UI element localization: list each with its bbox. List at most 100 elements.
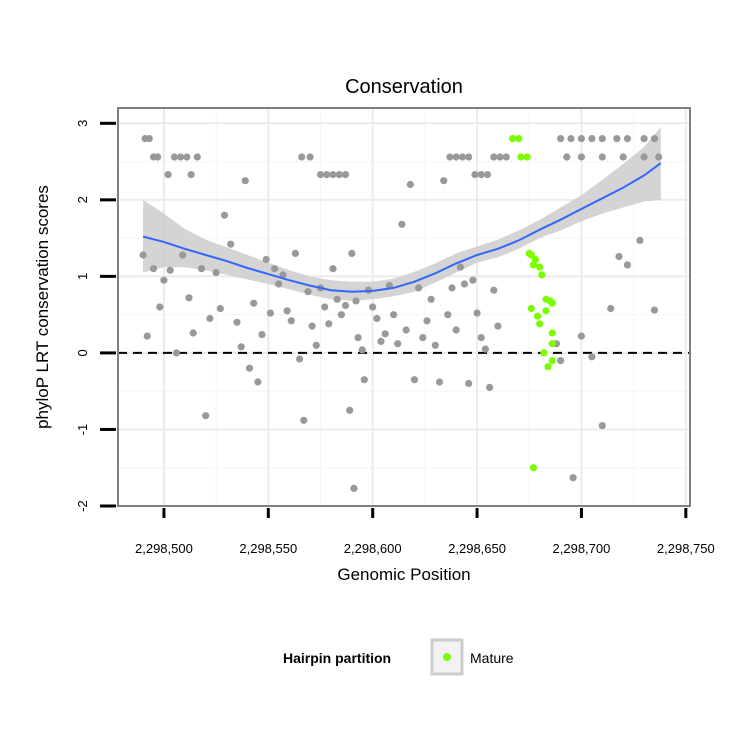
other-point [440,177,448,185]
mature-point [548,329,556,337]
confidence-band-layer [143,127,661,301]
other-point [477,171,485,179]
x-axis: 2,298,500 2,298,550 2,298,600 2,298,650 2,29… [135,508,715,556]
other-point [444,311,452,319]
y-axis-label: phyloP LRT conservation scores [33,185,52,429]
y-tick-label: 2 [75,196,90,203]
other-point [381,330,389,338]
other-point [598,153,606,161]
other-point [557,135,565,143]
other-point [481,345,489,353]
other-point [306,153,314,161]
mature-point [529,261,538,269]
x-tick-label: 2,298,600 [344,541,402,556]
smooth-line [142,162,662,293]
smooth-line-layer [142,162,662,293]
other-point [296,355,304,363]
x-tick-label: 2,298,500 [135,541,193,556]
mature-point [534,312,542,320]
other-point [460,280,469,288]
x-tick-label: 2,298,550 [239,541,297,556]
other-point [423,317,431,325]
other-point [358,346,366,354]
other-point [636,236,644,244]
other-point [569,474,577,482]
other-point [369,303,377,311]
other-point [333,295,341,303]
other-point [456,263,464,271]
other-point [490,153,498,161]
other-point [435,378,444,386]
other-point [287,317,295,325]
other-point [283,307,291,315]
other-point [172,349,181,357]
mature-point [527,251,535,259]
other-point [241,177,249,185]
other-point [337,311,345,319]
mature-point [508,135,517,143]
other-point [410,376,418,384]
other-point [598,135,606,143]
mature-point [548,299,556,307]
other-point [623,261,632,269]
other-point [279,271,287,279]
other-point [250,299,258,307]
legend-entry-mature: Mature [470,650,514,666]
other-point [390,311,398,319]
other-point [206,314,214,323]
y-tick-label: -1 [75,424,90,436]
other-point [197,265,206,273]
other-point [348,249,356,257]
other-point [220,211,229,219]
other-point [291,249,299,257]
chart-title: Conservation [345,76,463,98]
other-point [352,297,360,305]
other-point [341,301,350,310]
other-point [245,364,254,372]
other-point [346,406,354,414]
other-point [431,341,439,349]
other-point [354,334,362,342]
legend: Hairpin partition Mature [283,638,514,676]
other-point [156,303,164,311]
other-point [588,353,596,361]
y-tick-label: -2 [75,500,90,512]
other-point [563,153,571,161]
other-point [567,135,575,143]
other-point [185,294,193,302]
legend-key-box [430,638,464,676]
points-layer [139,135,663,492]
other-point [446,153,454,161]
other-point [271,265,279,273]
other-point [607,304,615,313]
other-point [619,153,627,161]
other-point [350,484,358,492]
other-point [496,153,504,161]
other-point [471,171,479,179]
other-point [170,153,178,161]
other-point [415,284,423,292]
mature-point [542,307,550,315]
other-point [486,383,494,391]
other-point [237,343,245,351]
other-point [615,252,623,261]
other-point [202,412,210,420]
mature-point [527,304,535,313]
mature-point [548,340,556,348]
mature-point [536,263,544,271]
other-point [258,331,266,339]
other-point [166,266,174,274]
other-point [483,171,492,179]
y-tick-label: 1 [75,273,90,280]
other-point [588,135,596,143]
other-point [465,153,473,161]
y-axis: -2 -1 0 1 2 3 [75,120,116,512]
mature-point [529,464,538,472]
other-point [193,153,201,161]
other-point [177,153,185,161]
mature-point [515,135,523,143]
other-point [325,320,333,328]
other-point [139,251,147,259]
plot-background [118,108,690,506]
other-point [640,153,648,161]
